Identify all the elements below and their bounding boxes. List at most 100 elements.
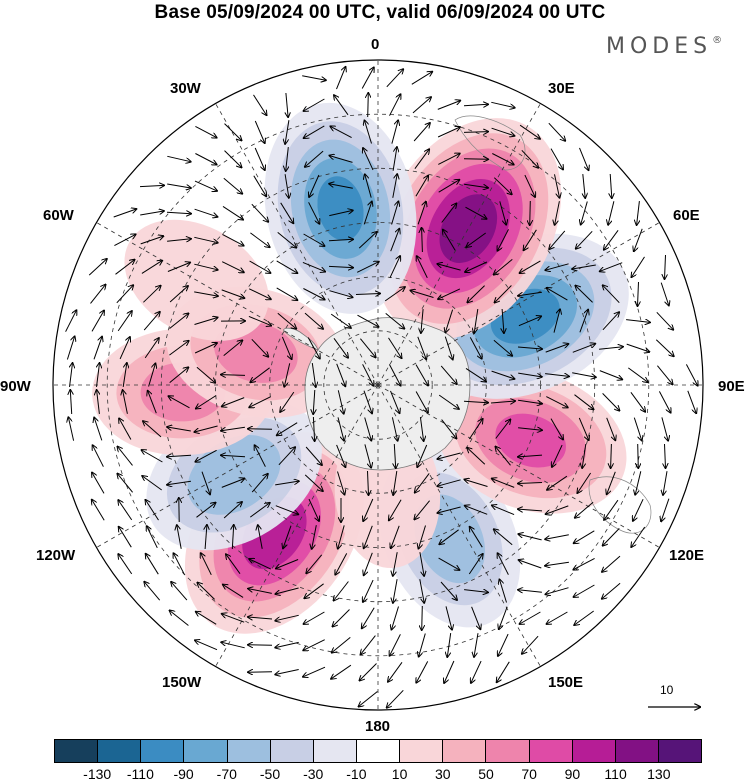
wind-vector-334 [232, 525, 233, 550]
map-title: Base 05/09/2024 00 UTC, valid 06/09/2024… [154, 2, 606, 23]
wind-vector-207 [440, 365, 457, 384]
wind-vector-168 [626, 320, 650, 323]
wind-vector-183 [417, 336, 426, 359]
wind-vector-352 [174, 553, 185, 575]
wind-vector-281 [552, 444, 563, 467]
wind-vector-426 [359, 691, 378, 707]
wind-vector-308 [92, 500, 105, 521]
wind-vector-105 [141, 261, 162, 274]
wind-vector-251 [337, 417, 344, 440]
colorbar-cell-3 [184, 740, 228, 762]
wind-vector-53 [365, 174, 372, 198]
wind-vector-65 [166, 212, 191, 213]
wind-vector-27 [519, 124, 540, 139]
wind-vector-388 [196, 612, 217, 625]
wind-vector-100 [576, 230, 593, 248]
wind-vector-81 [608, 201, 615, 224]
wind-vector-24 [437, 127, 460, 138]
wind-vector-235 [546, 396, 567, 408]
wind-vector-361 [419, 552, 424, 576]
wind-vector-296 [368, 470, 369, 495]
wind-vector-8 [334, 95, 349, 116]
wind-vector-126 [116, 285, 133, 304]
wind-vector-182 [388, 337, 402, 358]
wind-vector-83 [114, 234, 135, 247]
wind-vector-322 [465, 506, 488, 515]
colorbar-tick-label: 110 [604, 766, 627, 782]
wind-vector-210 [518, 372, 542, 377]
wind-vector-68 [251, 203, 268, 222]
wind-vector-244 [143, 421, 162, 438]
wind-vector-103 [88, 259, 107, 276]
wind-vector-31 [224, 150, 242, 168]
wind-vector-111 [302, 261, 325, 271]
wind-vector-49 [253, 175, 266, 196]
wind-vector-122 [600, 262, 623, 272]
wind-vector-230 [415, 391, 428, 413]
wind-vector-295 [337, 471, 345, 495]
wind-vector-61 [583, 174, 585, 198]
colorbar-cell-13 [615, 740, 659, 762]
wind-vector-314 [250, 503, 269, 518]
wind-vector-233 [490, 401, 515, 403]
registered-mark: ® [712, 35, 723, 46]
wind-vector-391 [275, 614, 299, 620]
wind-vector-142 [547, 288, 568, 301]
wind-vector-374 [275, 587, 299, 594]
wind-vector-385 [574, 584, 595, 597]
wind-vector-278 [467, 448, 486, 465]
wind-vector-282 [582, 444, 587, 468]
wind-vector-324 [518, 509, 543, 511]
wind-vector-206 [415, 364, 428, 386]
wind-vector-413 [474, 633, 479, 657]
wind-vector-265 [118, 447, 133, 466]
wind-vector-332 [177, 525, 182, 549]
wind-vector-270 [255, 445, 266, 467]
wind-vector-84 [140, 236, 164, 245]
wind-vector-369 [144, 582, 161, 601]
wind-vector-219 [123, 390, 128, 414]
colorbar-tick-label: -130 [83, 766, 112, 782]
wind-vector-200 [250, 367, 270, 382]
wind-vector-133 [303, 288, 324, 300]
meridian-30 [377, 384, 541, 667]
wind-vector-241 [68, 417, 75, 441]
wind-vector-121 [572, 264, 596, 269]
wind-vector-257 [495, 420, 511, 439]
wind-vector-99 [549, 230, 566, 249]
wind-vector-35 [330, 156, 353, 163]
wind-vector-56 [438, 180, 460, 193]
wind-vector-337 [312, 525, 317, 549]
wind-vector-150 [143, 312, 160, 331]
wind-vector-64 [140, 211, 164, 216]
wind-vector-357 [306, 554, 323, 573]
wind-vector-60 [554, 174, 560, 197]
wind-vector-158 [357, 314, 379, 327]
wind-vector-38 [414, 149, 429, 169]
wind-vector-394 [362, 607, 375, 629]
wind-vector-267 [167, 455, 192, 457]
wind-vector-359 [364, 552, 373, 575]
wind-vector-160 [421, 309, 423, 333]
wind-vector-137 [411, 291, 434, 298]
wind-vector-115 [417, 256, 428, 279]
wind-vector-411 [419, 633, 426, 657]
wind-vector-381 [464, 590, 488, 593]
wind-vector-77 [499, 201, 506, 224]
wind-vector-423 [444, 660, 455, 683]
lon-label-30e: 30E [548, 80, 575, 97]
wind-vector-261 [606, 417, 616, 440]
wind-vector-347 [574, 530, 595, 543]
wind-vector-55 [415, 176, 428, 197]
wind-vector-237 [602, 393, 620, 410]
wind-vector-166 [579, 310, 588, 333]
wind-vector-208 [465, 367, 486, 381]
wind-vector-147 [65, 310, 77, 332]
meridian-150 [377, 103, 541, 386]
wind-vector-331 [147, 526, 158, 549]
wind-vector-59 [524, 174, 535, 197]
wind-vector-214 [628, 367, 647, 382]
wind-vector-130 [221, 289, 245, 298]
wind-vector-268 [195, 449, 217, 461]
wind-vector-58 [493, 177, 511, 195]
